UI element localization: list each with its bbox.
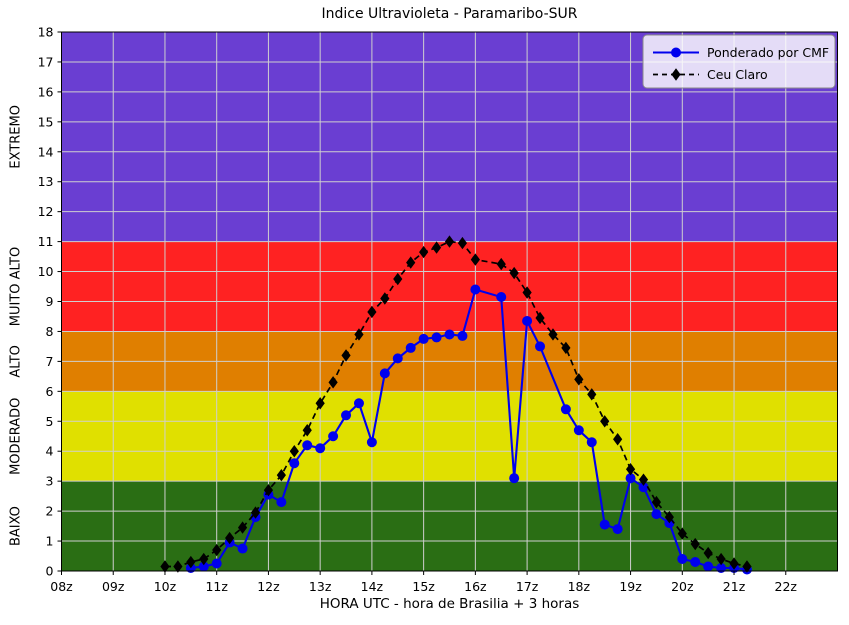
y-tick-label: 18 — [38, 25, 54, 40]
y-tick-label: 15 — [38, 114, 54, 129]
x-tick-label: 14z — [361, 579, 384, 594]
x-tick-label: 20z — [671, 579, 694, 594]
legend-label: Ponderado por CMF — [707, 45, 829, 60]
band-moderado — [61, 391, 838, 482]
x-tick-label: 10z — [154, 579, 177, 594]
y-tick-label: 11 — [38, 234, 54, 249]
y-tick-label: 14 — [38, 144, 54, 159]
y-tick-label: 17 — [38, 54, 54, 69]
y-tick-label: 1 — [46, 534, 54, 549]
y-tick-label: 0 — [46, 564, 54, 579]
y-tick-label: 5 — [46, 414, 54, 429]
legend-label: Ceu Claro — [707, 67, 768, 82]
x-tick-label: 19z — [619, 579, 642, 594]
y-tick-label: 3 — [46, 474, 54, 489]
chart-title: Indice Ultravioleta - Paramaribo-SUR — [321, 6, 578, 22]
x-tick-label: 16z — [464, 579, 487, 594]
band-label-muito-alto: MUITO ALTO — [9, 247, 24, 326]
legend: Ponderado por CMF Ceu Claro — [642, 34, 836, 89]
y-tick-label: 2 — [46, 504, 54, 519]
x-tick-label: 15z — [412, 579, 435, 594]
y-tick-label: 9 — [46, 294, 54, 309]
series-ponderado-por-cmf — [185, 284, 752, 575]
x-tick-label: 11z — [205, 579, 228, 594]
band-label-extremo: EXTREMO — [9, 105, 24, 169]
band-muito-alto — [61, 241, 838, 332]
series-ceu-claro — [160, 235, 752, 573]
y-tick-label: 7 — [46, 354, 54, 369]
x-tick-label: 12z — [257, 579, 280, 594]
y-tick-label: 8 — [46, 324, 54, 339]
x-tick-label: 21z — [723, 579, 746, 594]
band-label-moderado: MODERADO — [9, 398, 24, 475]
x-tick-label: 17z — [516, 579, 539, 594]
y-tick-label: 4 — [46, 444, 54, 459]
y-tick-label: 16 — [38, 84, 54, 99]
legend-item-ceu-claro: Ceu Claro — [653, 67, 768, 82]
x-tick-label: 08z — [50, 579, 73, 594]
y-tick-label: 13 — [38, 174, 54, 189]
x-tick-label: 22z — [775, 579, 798, 594]
band-label-baixo: BAIXO — [9, 506, 24, 546]
band-label-alto: ALTO — [9, 345, 24, 378]
gridlines — [61, 32, 838, 571]
y-tick-label: 6 — [46, 384, 54, 399]
x-tick-label: 13z — [309, 579, 332, 594]
legend-item-ponderado-por-cmf: Ponderado por CMF — [653, 45, 829, 60]
x-axis-label: HORA UTC - hora de Brasilia + 3 horas — [319, 596, 580, 612]
x-tick-label: 18z — [568, 579, 591, 594]
y-tick-label: 12 — [38, 204, 54, 219]
x-tick-label: 09z — [102, 579, 125, 594]
y-tick-label: 10 — [38, 264, 54, 279]
x-axis-ticks: 08z 09z 10z 11z 12z 13z 14z 15z 16z 17z 18z 19z 20z 2… — [50, 571, 797, 594]
